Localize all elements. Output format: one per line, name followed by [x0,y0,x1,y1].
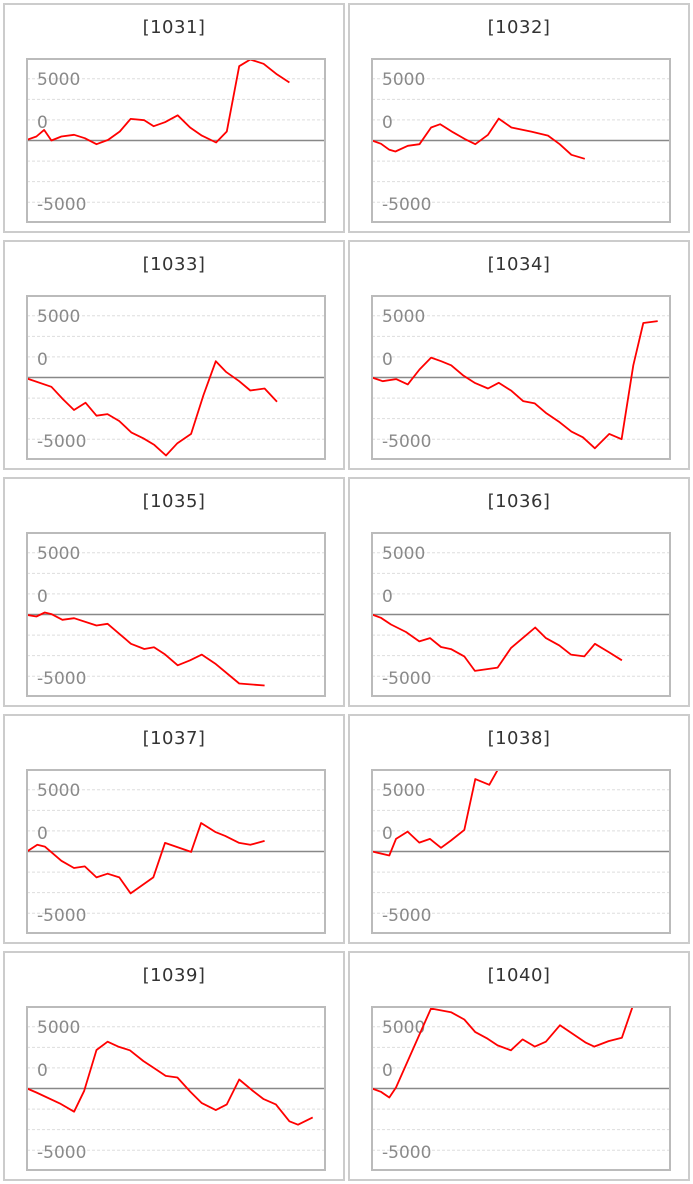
plot-frame [26,769,326,934]
plot-frame [371,769,671,934]
y-tick-label: -5000 [382,906,431,926]
line-chart: 5000 0 -5000 [371,58,671,223]
chart-title: [1031] [142,17,206,38]
y-tick-label: -5000 [37,1143,86,1163]
y-tick-label: -5000 [37,195,86,215]
y-tick-label: 0 [382,113,393,133]
chart-title: [1034] [487,254,551,275]
chart-grid: [1031] 5000 0 -5000 [1032] 5000 0 -5000 [1033] 50… [3,3,690,1181]
chart-panel: [1040] 5000 0 -5000 [348,951,690,1181]
series-group [372,613,623,672]
series-line [27,59,290,146]
plot-frame [26,58,326,223]
chart-title: [1037] [142,728,206,749]
y-tick-label: 5000 [37,1018,80,1038]
series-group [27,822,265,895]
line-chart: 5000 0 -5000 [26,295,326,460]
line-chart: 5000 0 -5000 [26,58,326,223]
y-tick-label: 5000 [382,70,425,90]
chart-title: [1039] [142,965,206,986]
series-line [372,770,499,857]
plot-frame [371,532,671,697]
y-tick-label: 5000 [382,307,425,327]
line-chart: 5000 0 -5000 [26,532,326,697]
chart-panel: [1038] 5000 0 -5000 [348,714,690,944]
plot-frame [26,1006,326,1171]
series-line [372,320,658,450]
series-group [372,770,499,857]
chart-title: [1035] [142,491,206,512]
y-tick-label: -5000 [37,669,86,689]
chart-title: [1036] [487,491,551,512]
series-line [27,360,278,457]
series-group [27,1040,314,1126]
y-tick-label: 0 [382,350,393,370]
plot-frame [371,58,671,223]
y-tick-label: -5000 [37,906,86,926]
y-tick-label: 0 [37,824,48,844]
plot-frame [371,295,671,460]
y-tick-label: 5000 [37,307,80,327]
y-tick-label: 5000 [37,781,80,801]
plot-frame [26,295,326,460]
y-tick-label: 5000 [382,544,425,564]
chart-title: [1038] [487,728,551,749]
line-chart: 5000 0 -5000 [371,1006,671,1171]
plot-frame [26,532,326,697]
y-tick-label: 0 [37,113,48,133]
y-tick-label: 5000 [37,544,80,564]
chart-panel: [1036] 5000 0 -5000 [348,477,690,707]
chart-panel: [1032] 5000 0 -5000 [348,3,690,233]
y-tick-label: 0 [382,824,393,844]
chart-panel: [1039] 5000 0 -5000 [3,951,345,1181]
y-tick-label: 0 [37,587,48,607]
chart-title: [1033] [142,254,206,275]
series-group [27,611,265,687]
y-tick-label: 5000 [382,1018,425,1038]
y-tick-label: 5000 [37,70,80,90]
y-tick-label: 0 [37,350,48,370]
series-group [372,1007,634,1099]
y-tick-label: 0 [37,1061,48,1081]
chart-title: [1032] [487,17,551,38]
line-chart: 5000 0 -5000 [26,769,326,934]
chart-panel: [1034] 5000 0 -5000 [348,240,690,470]
series-group [27,59,290,146]
y-tick-label: -5000 [382,1143,431,1163]
chart-panel: [1031] 5000 0 -5000 [3,3,345,233]
plot-frame [371,1006,671,1171]
series-line [372,117,586,160]
y-tick-label: 0 [382,1061,393,1081]
series-line [27,822,265,895]
y-tick-label: -5000 [37,432,86,452]
line-chart: 5000 0 -5000 [26,1006,326,1171]
line-chart: 5000 0 -5000 [371,295,671,460]
y-tick-label: -5000 [382,432,431,452]
chart-title: [1040] [487,965,551,986]
line-chart: 5000 0 -5000 [371,532,671,697]
chart-panel: [1035] 5000 0 -5000 [3,477,345,707]
series-line [27,1040,314,1126]
chart-panel: [1037] 5000 0 -5000 [3,714,345,944]
series-line [372,1007,634,1099]
y-tick-label: -5000 [382,669,431,689]
series-line [27,611,265,687]
chart-panel: [1033] 5000 0 -5000 [3,240,345,470]
y-tick-label: 5000 [382,781,425,801]
series-group [372,117,586,160]
y-tick-label: -5000 [382,195,431,215]
y-tick-label: 0 [382,587,393,607]
series-group [372,320,658,450]
series-group [27,360,278,457]
line-chart: 5000 0 -5000 [371,769,671,934]
series-line [372,613,623,672]
